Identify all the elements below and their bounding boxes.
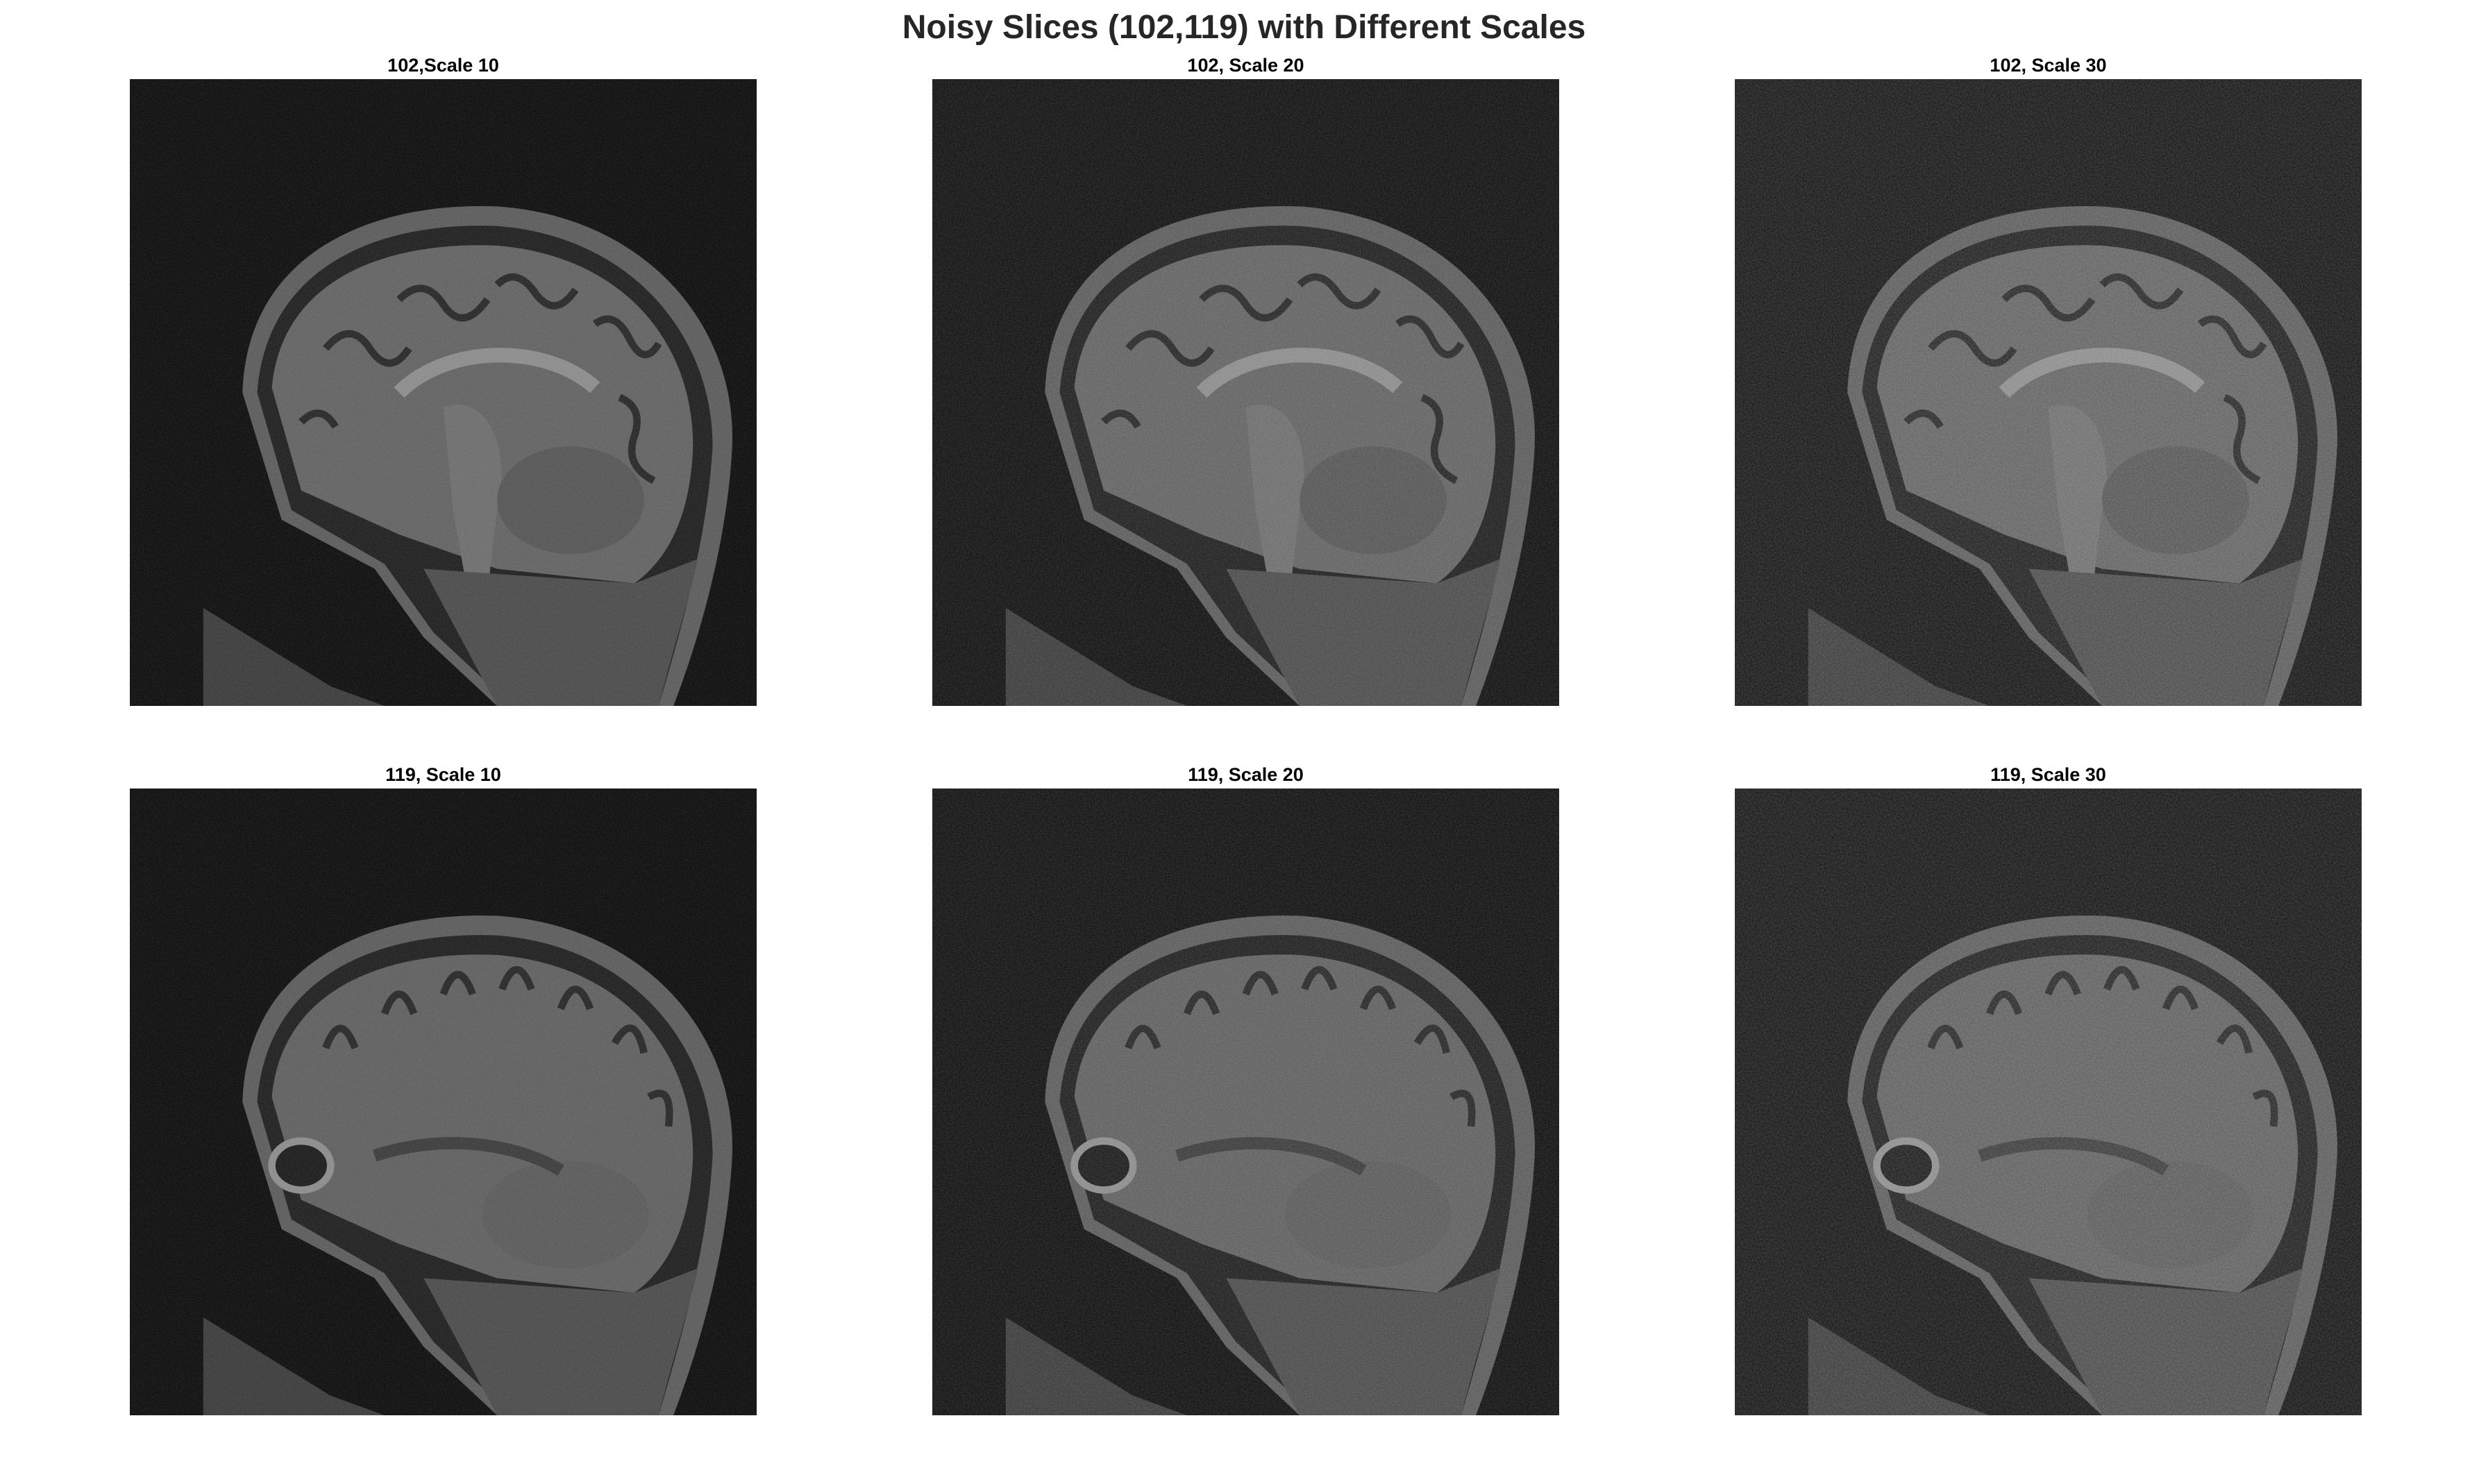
mri-sagittal-slice-image xyxy=(932,79,1559,706)
panel-title: 119, Scale 30 xyxy=(1990,764,2106,785)
mri-sagittal-slice-image xyxy=(932,789,1559,1415)
mri-sagittal-slice-image xyxy=(1735,789,2362,1415)
panel-title: 102, Scale 30 xyxy=(1990,55,2107,76)
panel-title: 102,Scale 10 xyxy=(387,55,499,76)
panel-title: 119, Scale 10 xyxy=(385,764,501,785)
mri-sagittal-slice-image xyxy=(130,789,757,1415)
panel-title: 102, Scale 20 xyxy=(1187,55,1304,76)
figure-title: Noisy Slices (102,119) with Different Sc… xyxy=(902,9,1586,46)
mri-sagittal-slice-image xyxy=(130,79,757,706)
panel-title: 119, Scale 20 xyxy=(1188,764,1304,785)
mri-sagittal-slice-image xyxy=(1735,79,2362,706)
